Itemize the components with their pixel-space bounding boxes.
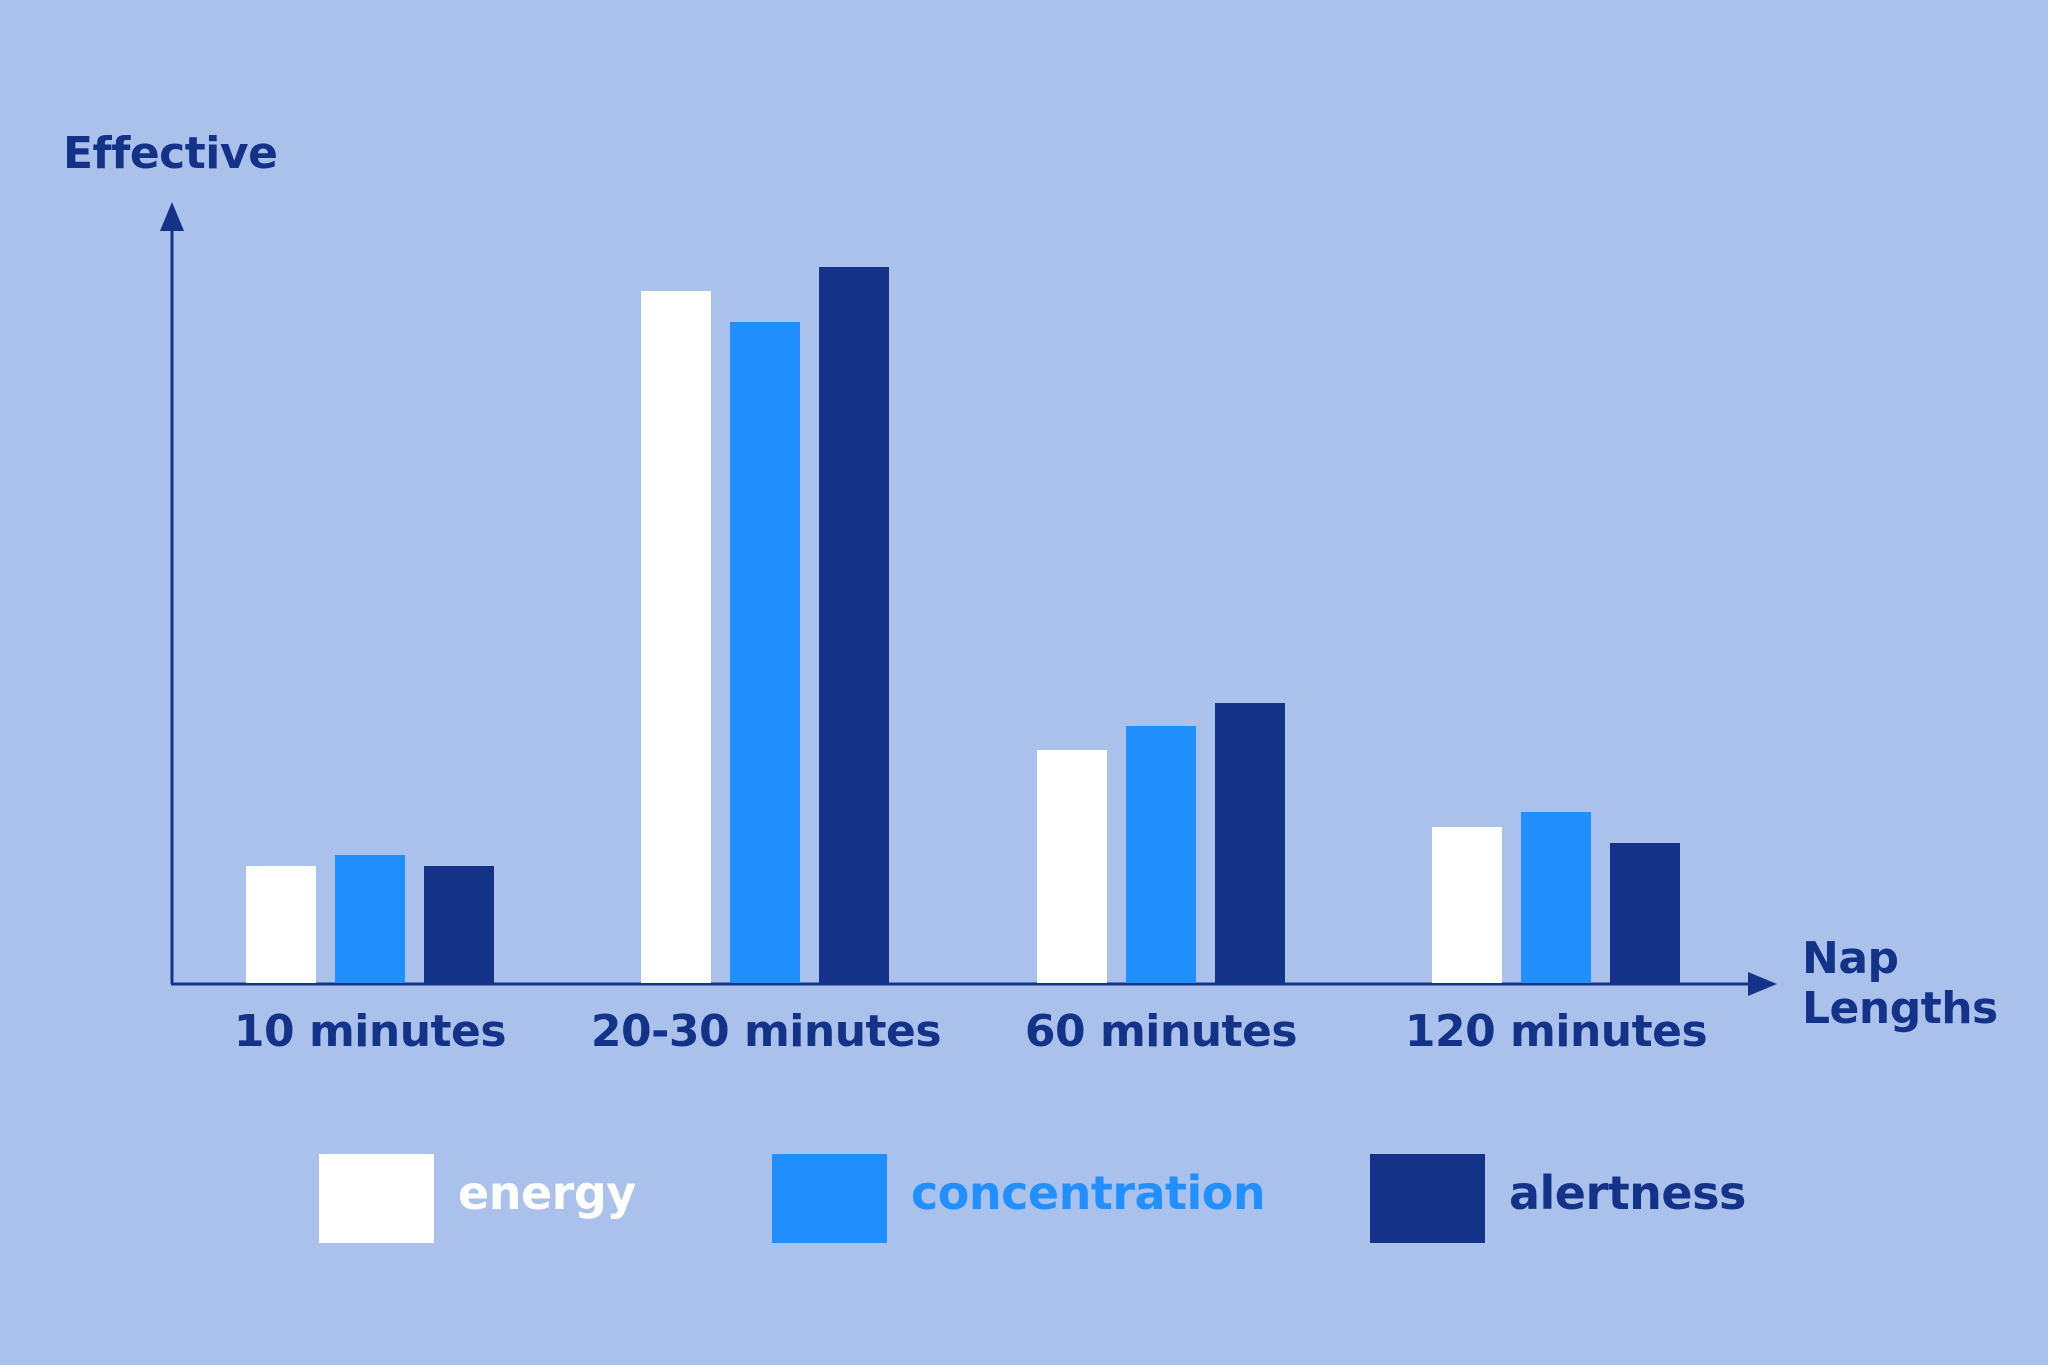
category-label-20-30-minutes: 20-30 minutes — [590, 1006, 942, 1057]
x-axis-label: Nap Lengths — [1802, 934, 1998, 1034]
x-axis-arrow-icon — [1748, 972, 1777, 996]
bar-energy — [641, 291, 711, 983]
bar-alertness — [424, 866, 494, 983]
bar-concentration — [335, 855, 405, 983]
bar-energy — [1037, 750, 1107, 983]
category-label-120-minutes: 120 minutes — [1404, 1006, 1708, 1057]
bar-concentration — [1521, 812, 1591, 983]
y-axis-arrow-icon — [160, 202, 184, 231]
category-label-10-minutes: 10 minutes — [233, 1006, 507, 1057]
bar-concentration — [730, 322, 800, 983]
legend-swatch-alertness — [1370, 1154, 1485, 1243]
y-axis-label: Effective — [63, 128, 278, 179]
bar-concentration — [1126, 726, 1196, 983]
legend-swatch-concentration — [772, 1154, 887, 1243]
legend-label-alertness: alertness — [1509, 1166, 1746, 1220]
legend-label-energy: energy — [458, 1166, 636, 1220]
x-axis-label-line1: Nap — [1802, 933, 1899, 984]
bar-alertness — [819, 267, 889, 983]
bar-alertness — [1215, 703, 1285, 983]
category-label-60-minutes: 60 minutes — [1024, 1006, 1298, 1057]
legend-swatch-energy — [319, 1154, 434, 1243]
bar-energy — [1432, 827, 1502, 983]
bar-energy — [246, 866, 316, 983]
x-axis-label-line2: Lengths — [1802, 983, 1998, 1034]
legend-label-concentration: concentration — [911, 1166, 1266, 1220]
bar-alertness — [1610, 843, 1680, 983]
